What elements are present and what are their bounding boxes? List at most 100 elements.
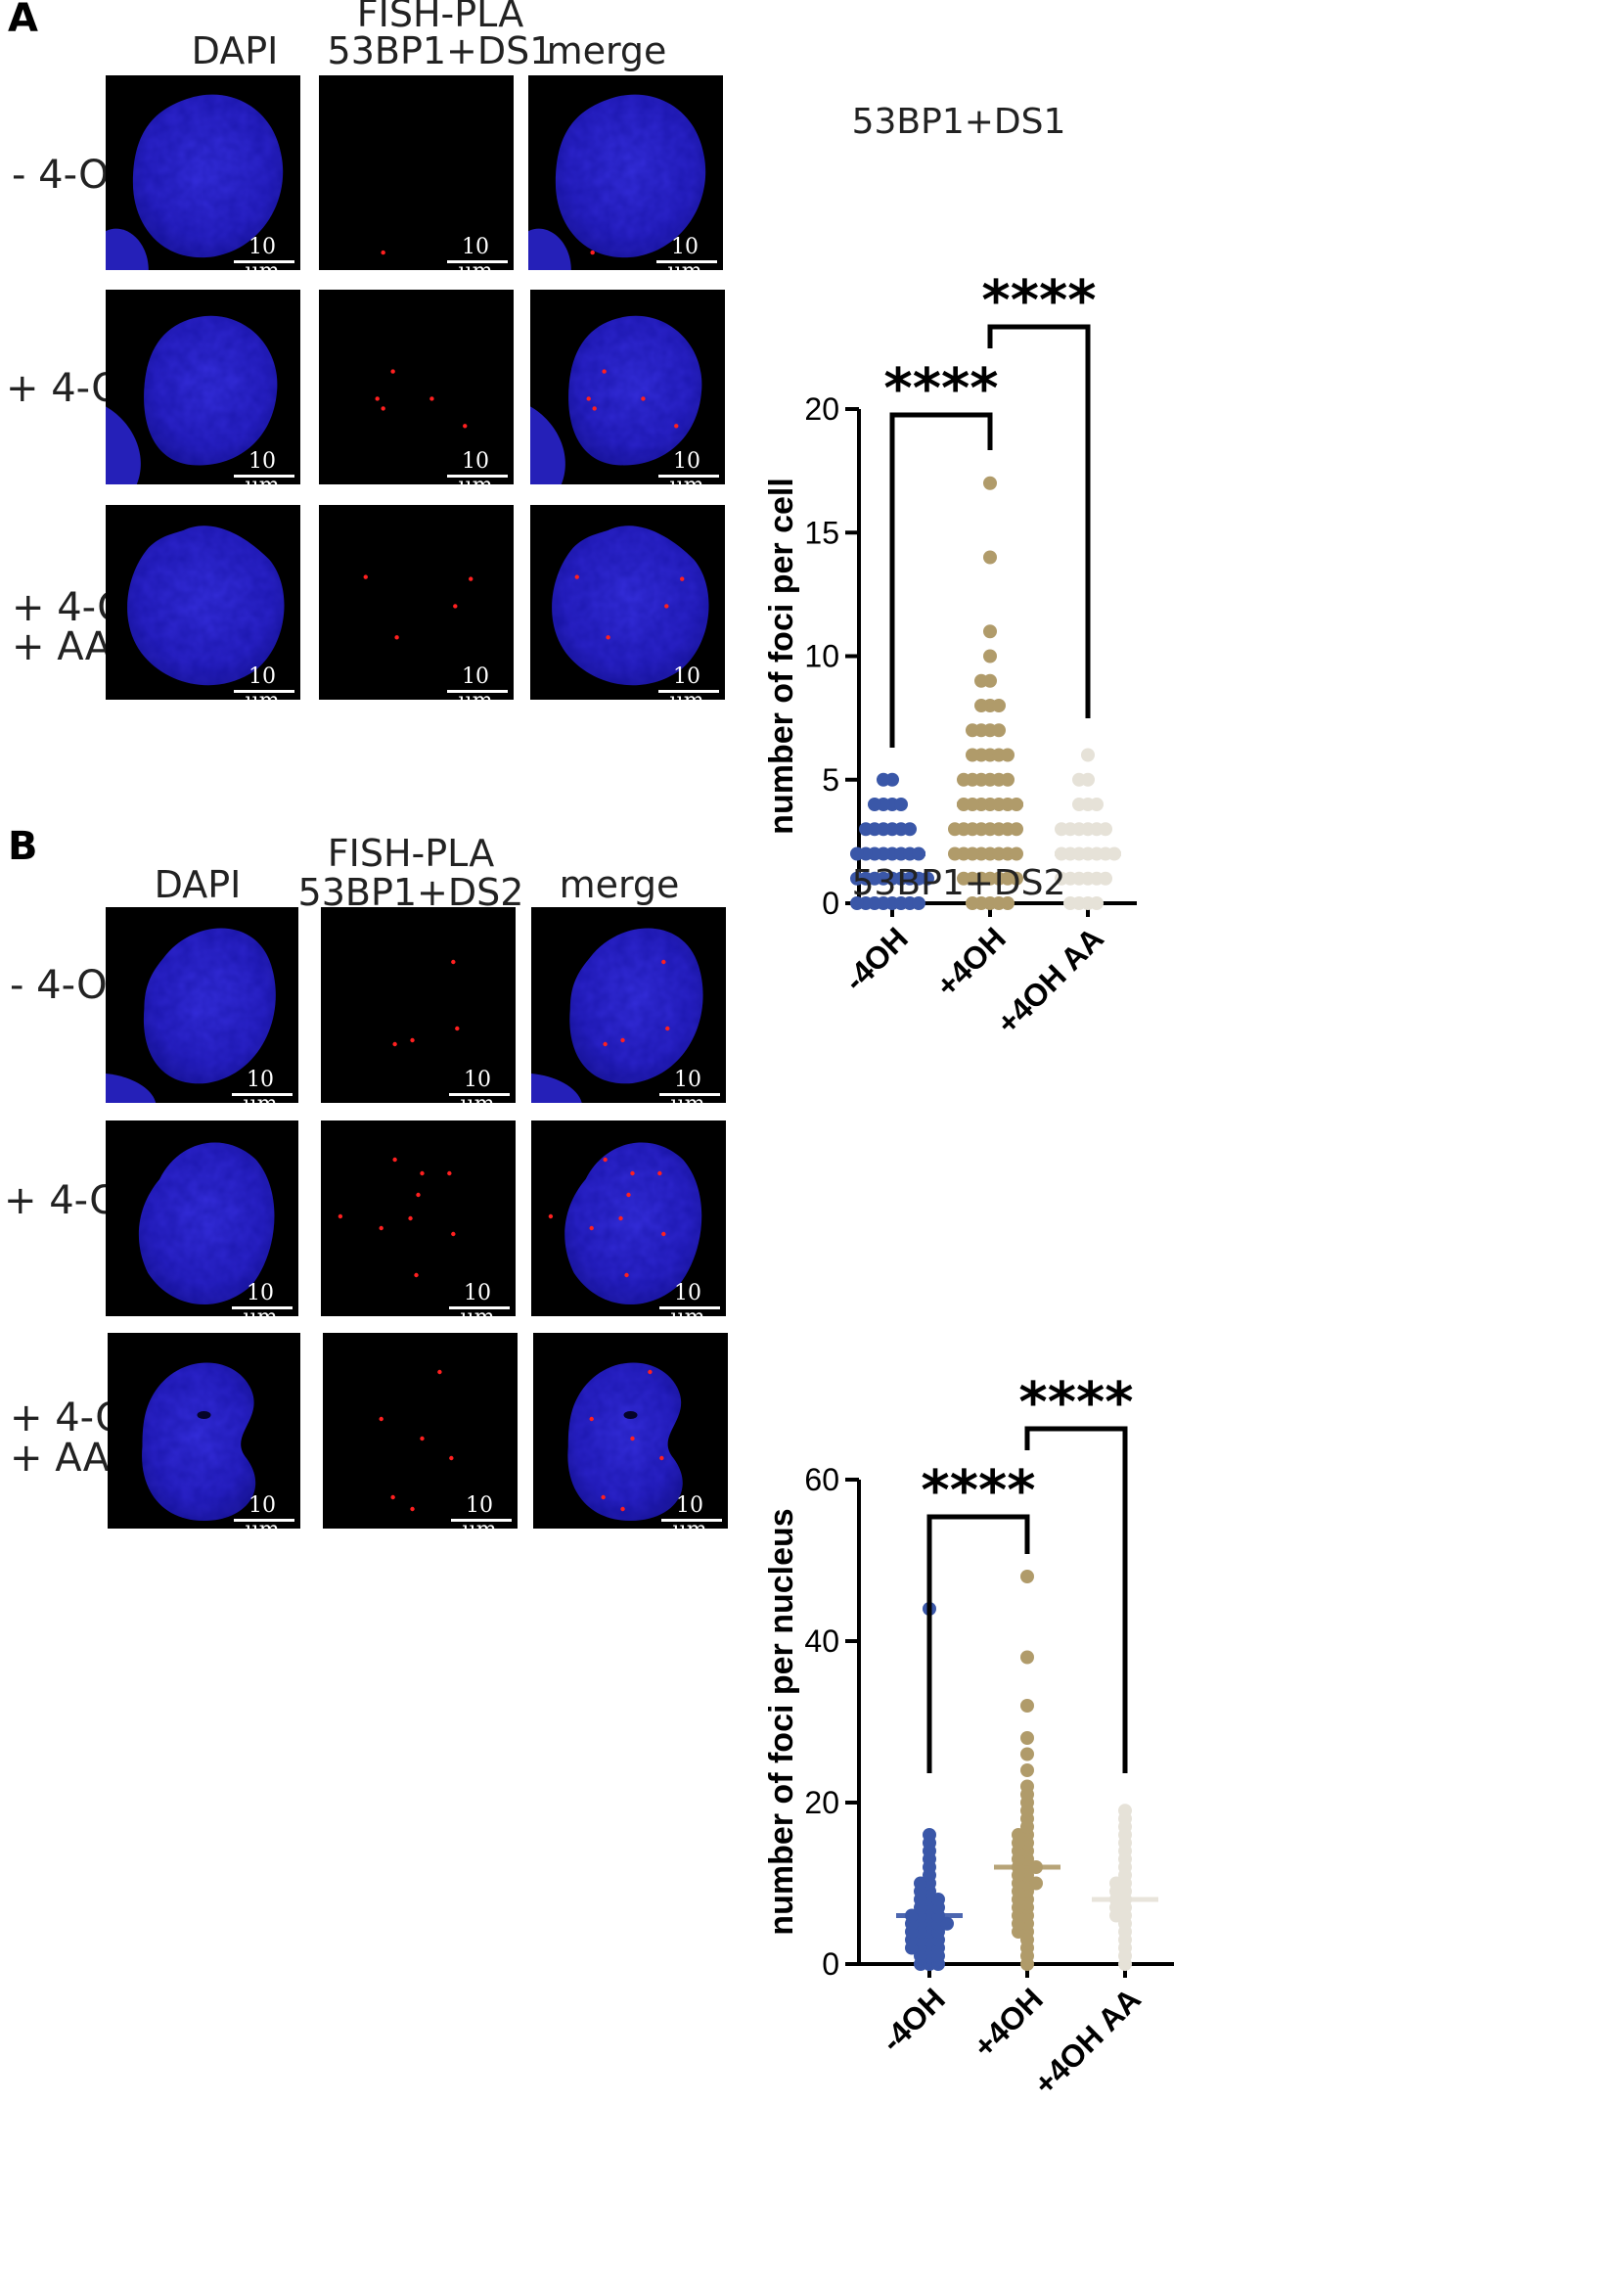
scale-bar-label: 10 µm — [672, 1493, 706, 1529]
nucleus-texture — [555, 94, 706, 258]
data-point — [1020, 1650, 1034, 1665]
pla-focus-dot — [620, 1506, 625, 1512]
data-point — [1020, 1836, 1034, 1851]
data-point — [1020, 1916, 1034, 1931]
data-point — [1012, 1916, 1025, 1931]
data-point — [1072, 798, 1086, 811]
pla-focus-dot — [630, 1436, 635, 1441]
data-point — [1001, 846, 1015, 861]
data-point — [914, 1908, 927, 1923]
data-point — [1012, 1852, 1025, 1866]
significance-label: **** — [921, 1459, 1035, 1523]
data-point — [1081, 822, 1095, 837]
data-point — [923, 1828, 936, 1842]
data-point — [914, 1957, 927, 1971]
data-point — [1020, 1819, 1034, 1834]
data-point — [1020, 1796, 1034, 1809]
data-point — [923, 1948, 936, 1963]
data-point — [931, 1933, 945, 1947]
data-point — [905, 1941, 919, 1955]
data-point — [966, 723, 979, 738]
data-point — [923, 1852, 936, 1866]
data-point — [1118, 1868, 1132, 1883]
data-point — [1118, 1900, 1132, 1915]
data-point — [923, 1868, 936, 1883]
data-point — [992, 772, 1006, 787]
y-tick-label: 15 — [804, 515, 839, 550]
data-point — [850, 846, 864, 861]
scale-bar — [447, 690, 508, 693]
data-point — [1029, 1860, 1043, 1874]
data-point — [1001, 798, 1015, 811]
data-point — [983, 673, 997, 688]
pla-focus-dot — [437, 1369, 442, 1375]
dapi-image: 10 µm — [106, 907, 298, 1103]
data-point — [983, 649, 997, 663]
data-point — [1109, 1908, 1123, 1923]
y-tick-label: 5 — [822, 762, 839, 798]
x-category-label: -4OH — [874, 1981, 952, 2059]
pla-focus-dot — [592, 406, 597, 411]
data-point — [931, 1916, 945, 1931]
data-point — [1090, 896, 1104, 910]
data-point — [1118, 1908, 1132, 1923]
pla-focus-dot — [410, 1506, 415, 1512]
y-axis-label: number of foci per nucleus — [763, 1508, 800, 1935]
pla-focus-dot — [606, 635, 610, 640]
pla-focus-dot — [392, 1041, 397, 1047]
x-category-label: +4OH AA — [990, 920, 1110, 1040]
data-point — [1020, 1852, 1034, 1866]
column-header-fish-line1: FISH-PLA — [327, 832, 495, 875]
x-category-label: +4OH — [929, 920, 1013, 1003]
data-point — [1090, 822, 1104, 837]
data-point — [1072, 822, 1086, 837]
significance-label: **** — [883, 357, 998, 421]
scale-bar — [659, 1306, 720, 1309]
merge-image: 10 µm — [530, 290, 725, 484]
nucleus-texture — [132, 94, 284, 258]
data-point — [1012, 1884, 1025, 1898]
data-point — [1012, 1836, 1025, 1851]
data-point — [1063, 846, 1077, 861]
data-point — [1118, 1804, 1132, 1818]
data-point — [1020, 1900, 1034, 1915]
data-point — [983, 846, 997, 861]
data-point — [1081, 846, 1095, 861]
scale-bar-label: 10 µm — [245, 235, 279, 270]
panel-letter: B — [8, 824, 38, 869]
data-point — [1020, 1763, 1034, 1777]
data-point — [912, 846, 925, 861]
neighbor-nucleus — [106, 228, 149, 270]
data-point — [1090, 871, 1104, 886]
data-point — [1118, 1844, 1132, 1858]
neighbor-nucleus — [531, 1074, 582, 1103]
merge-image: 10 µm — [530, 505, 725, 700]
scale-bar-label: 10 µm — [243, 1281, 277, 1316]
data-point — [1012, 1908, 1025, 1923]
x-category-label: -4OH — [836, 920, 915, 998]
data-point — [992, 723, 1006, 738]
data-point — [923, 1860, 936, 1874]
column-header-fish-line2: 53BP1+DS1 — [327, 29, 554, 72]
data-point — [1012, 1844, 1025, 1858]
pla-focus-dot — [414, 1272, 419, 1278]
data-point — [1010, 846, 1023, 861]
data-point — [1109, 1893, 1123, 1906]
dapi-image: 10 µm — [106, 75, 300, 270]
data-point — [1107, 846, 1121, 861]
y-tick-label: 20 — [804, 391, 839, 427]
data-point — [931, 1925, 945, 1939]
data-point — [923, 1893, 936, 1906]
data-point — [966, 772, 979, 787]
data-point — [974, 822, 988, 837]
pla-focus-dot — [420, 1170, 425, 1176]
data-point — [1081, 871, 1095, 886]
fish-pla-image: 10 µm — [319, 505, 514, 700]
pla-focus-dot — [602, 369, 607, 374]
scale-bar-label: 10 µm — [462, 1493, 496, 1529]
scale-bar-label: 10 µm — [458, 235, 492, 270]
neighbor-nucleus — [106, 1074, 157, 1103]
data-point — [1010, 798, 1023, 811]
data-point — [877, 846, 890, 861]
data-point — [1118, 1819, 1132, 1834]
